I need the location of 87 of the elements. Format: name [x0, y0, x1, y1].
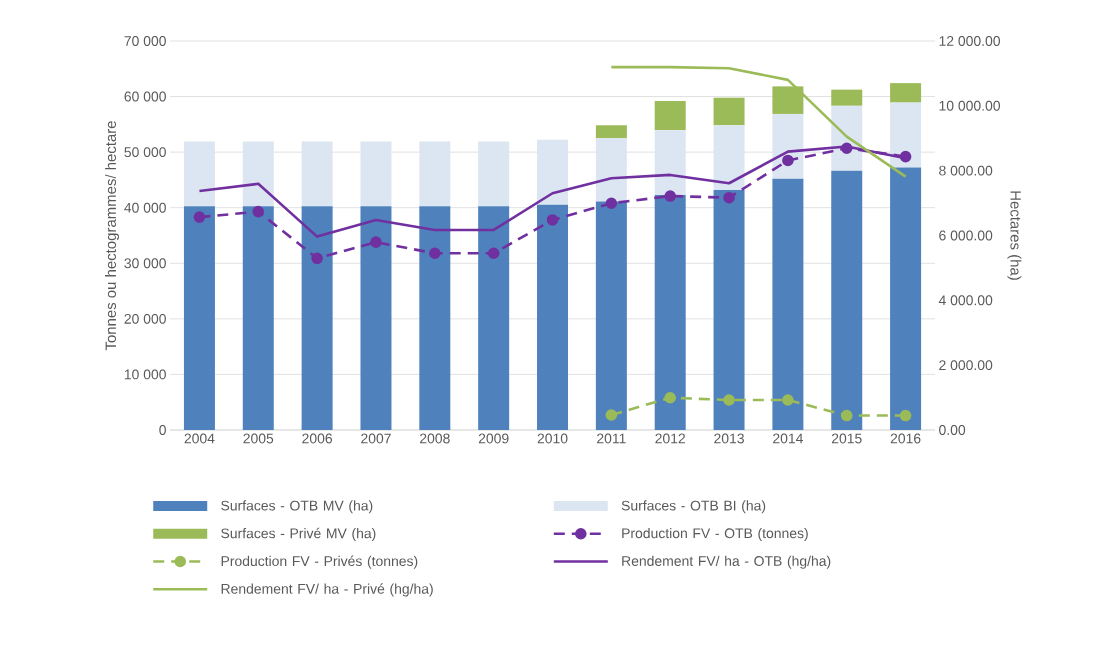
legend-label: Production FV - OTB (tonnes) — [622, 527, 808, 541]
y-tick-label: 30 000 — [124, 258, 166, 269]
bar — [183, 206, 215, 430]
bar — [537, 139, 569, 205]
bar — [595, 201, 627, 430]
x-tick-label: 2013 — [714, 433, 744, 444]
point — [487, 247, 500, 260]
legend-label: Rendement FV/ ha - Privé (hg/ha) — [221, 583, 433, 597]
bar — [654, 130, 686, 195]
x-tick-label: 2010 — [537, 433, 568, 444]
y-tick-label: 20 000 — [124, 313, 166, 324]
bar — [890, 167, 922, 430]
point — [782, 154, 794, 167]
point — [370, 236, 382, 248]
point — [840, 142, 853, 155]
x-tick-label: 2009 — [478, 433, 509, 444]
legend-label: Rendement FV/ ha - OTB (hg/ha) — [622, 555, 831, 569]
legend-label: Surfaces - OTB MV (ha) — [221, 500, 373, 514]
x-tick-label: 2015 — [831, 433, 862, 444]
y2-tick-label: 8 000.00 — [939, 165, 993, 176]
bar — [595, 138, 627, 202]
point — [605, 409, 618, 421]
bar — [713, 125, 745, 191]
bar — [419, 206, 451, 430]
y-tick-label: 0 — [159, 425, 166, 435]
y2-tick-label: 10 000.00 — [939, 100, 1001, 111]
legend-label: Surfaces - Privé MV (ha) — [221, 527, 376, 542]
point — [311, 252, 323, 265]
bar — [890, 83, 922, 103]
bar — [654, 100, 686, 131]
point — [782, 394, 794, 406]
bar — [478, 206, 510, 430]
point — [664, 190, 676, 202]
y2-tick-label: 12 000.00 — [939, 36, 1001, 46]
bar — [242, 206, 274, 430]
x-tick-label: 2004 — [184, 433, 215, 444]
bar — [360, 206, 392, 430]
bar — [360, 141, 392, 207]
legend-label: Production FV - Privés (tonnes) — [221, 555, 418, 569]
point — [664, 391, 676, 404]
bar — [595, 125, 627, 139]
x-tick-label: 2014 — [773, 433, 803, 444]
bar — [772, 178, 804, 430]
bar — [890, 102, 922, 168]
bar — [419, 141, 451, 207]
y2-axis-title: Hectares (ha) — [1007, 191, 1022, 280]
line-series — [610, 65, 907, 178]
bar — [242, 141, 274, 207]
y-tick-label: 70 000 — [124, 36, 166, 46]
point — [899, 150, 912, 163]
y2-tick-label: 0.00 — [939, 425, 966, 435]
point — [723, 191, 735, 204]
x-tick-label: 2008 — [420, 433, 450, 444]
y-tick-label: 50 000 — [124, 147, 166, 158]
bar — [478, 141, 510, 207]
x-tick-label: 2011 — [597, 433, 626, 444]
bar — [537, 204, 569, 430]
point — [723, 394, 735, 406]
bar — [183, 141, 215, 207]
bar — [831, 170, 863, 430]
point — [252, 205, 265, 218]
point — [605, 197, 618, 210]
x-tick-label: 2012 — [655, 433, 686, 444]
x-tick-label: 2016 — [890, 433, 921, 444]
x-tick-label: 2005 — [243, 433, 274, 444]
point — [546, 214, 559, 226]
legend-label: Surfaces - OTB BI (ha) — [621, 500, 766, 514]
bar — [713, 97, 745, 126]
y-tick-label: 10 000 — [124, 369, 166, 380]
y2-tick-label: 4 000.00 — [938, 295, 993, 306]
point — [429, 247, 441, 260]
y2-tick-label: 6 000.00 — [939, 230, 993, 241]
point — [840, 409, 853, 422]
bar — [654, 194, 686, 430]
y2-tick-label: 2 000.00 — [939, 360, 993, 371]
y-tick-label: 60 000 — [124, 91, 166, 102]
x-tick-label: 2007 — [361, 433, 391, 444]
y-tick-label: 40 000 — [124, 202, 166, 213]
x-tick-label: 2006 — [302, 433, 333, 444]
y-axis-title: Tonnes ou hectogrammes/ hectare — [105, 121, 119, 351]
bar — [301, 141, 333, 207]
bar — [772, 86, 804, 114]
bar — [831, 89, 863, 106]
point — [899, 409, 912, 422]
bar — [713, 190, 745, 430]
bar — [301, 206, 333, 430]
point — [193, 211, 206, 223]
